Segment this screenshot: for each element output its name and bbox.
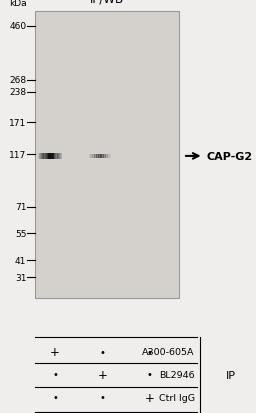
Text: +: +	[145, 391, 155, 404]
Text: •: •	[52, 392, 58, 402]
Text: •: •	[147, 370, 153, 380]
Text: •: •	[100, 392, 105, 402]
Text: 31: 31	[15, 273, 26, 282]
Text: Ctrl IgG: Ctrl IgG	[158, 393, 195, 402]
Text: 41: 41	[15, 256, 26, 265]
Text: 71: 71	[15, 202, 26, 211]
Text: IP/WB: IP/WB	[90, 0, 124, 6]
Text: 55: 55	[15, 230, 26, 238]
Text: •: •	[100, 347, 105, 357]
Text: IP: IP	[225, 370, 236, 380]
Text: +: +	[50, 345, 60, 358]
Text: BL2946: BL2946	[159, 370, 195, 379]
Text: kDa: kDa	[9, 0, 27, 8]
Text: A300-605A: A300-605A	[142, 347, 195, 356]
Text: 238: 238	[9, 88, 26, 97]
Text: •: •	[52, 370, 58, 380]
Text: 268: 268	[9, 76, 26, 85]
Text: •: •	[147, 347, 153, 357]
Text: 117: 117	[9, 150, 26, 159]
Text: 460: 460	[9, 22, 26, 31]
Text: CAP-G2: CAP-G2	[206, 152, 252, 161]
Bar	[35, 12, 179, 298]
Text: +: +	[98, 368, 107, 381]
Text: 171: 171	[9, 119, 26, 127]
